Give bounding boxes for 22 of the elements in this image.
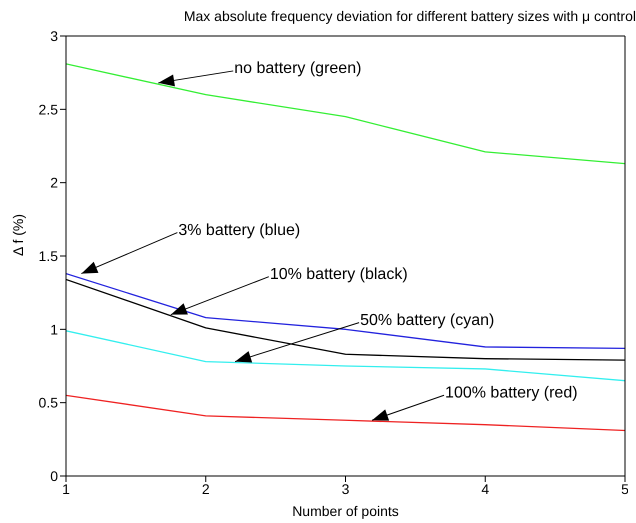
- y-tick-label: 1: [50, 321, 58, 338]
- annotation: 3% battery (blue): [178, 222, 300, 239]
- y-tick-label: 3: [50, 28, 58, 44]
- annotation: no battery (green): [234, 60, 362, 78]
- x-tick-label: 4: [481, 480, 490, 497]
- x-axis-title: Number of points: [292, 503, 399, 519]
- x-tick-label: 5: [621, 480, 630, 497]
- chart-title: Max absolute frequency deviation for different battery sizes with μ control: [184, 8, 636, 24]
- y-tick-label: 2: [50, 174, 58, 191]
- y-tick-label: 0: [50, 468, 58, 484]
- x-tick-label: 2: [202, 480, 210, 497]
- line-series: [66, 330, 625, 382]
- y-tick-label: 0.5: [38, 394, 58, 411]
- annotation: 10% battery (black): [270, 266, 408, 283]
- annotation: 100% battery (red): [445, 384, 578, 402]
- y-tick-label: 2.5: [38, 101, 58, 118]
- y-tick-label: 1.5: [38, 248, 58, 264]
- line-series: [66, 63, 625, 164]
- annotation: 50% battery (cyan): [360, 312, 494, 329]
- y-axis-title: Δ f (%): [10, 214, 26, 256]
- x-tick-label: 1: [62, 480, 70, 497]
- x-tick-label: 3: [342, 480, 350, 497]
